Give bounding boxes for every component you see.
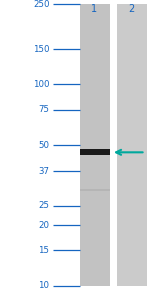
Text: 75: 75 — [39, 105, 50, 114]
Text: 50: 50 — [39, 141, 50, 149]
Text: 20: 20 — [39, 221, 50, 230]
Bar — [117, 4, 147, 286]
Text: 1: 1 — [91, 4, 97, 13]
Bar — [80, 4, 110, 286]
Text: 150: 150 — [33, 45, 50, 54]
Bar — [80, 188, 110, 191]
Text: 10: 10 — [39, 281, 50, 290]
Bar — [80, 149, 110, 155]
Text: 100: 100 — [33, 80, 50, 89]
Text: 250: 250 — [33, 0, 50, 9]
Text: 15: 15 — [39, 246, 50, 255]
Text: 25: 25 — [39, 201, 50, 210]
Text: 2: 2 — [128, 4, 134, 13]
Text: 37: 37 — [39, 167, 50, 176]
